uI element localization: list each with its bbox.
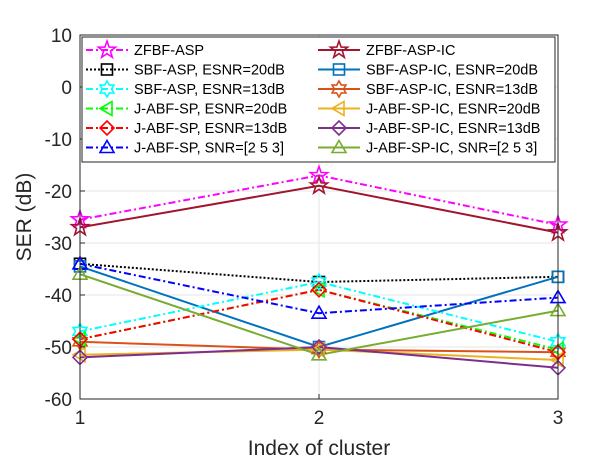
triangle-up-marker [310, 304, 328, 320]
diamond-marker [330, 119, 348, 137]
triangle-left-marker [549, 351, 564, 369]
triangle-left-marker [310, 281, 325, 299]
legend-entry-label: ZFBF-ASP [134, 43, 204, 59]
hexagram-marker [310, 339, 328, 360]
diamond-marker [310, 338, 328, 356]
y-axis-label: SER (dB) [13, 173, 36, 262]
triangle-up-marker [310, 346, 328, 361]
series-line [79, 262, 559, 315]
diamond-marker [310, 281, 328, 298]
y-tick-label: -40 [45, 286, 72, 307]
legend-entry-label: J-ABF-SP, ESNR=13dB [134, 121, 287, 137]
legend-entry-label: ZFBF-ASP-IC [366, 43, 455, 59]
legend-entry-label: SBF-ASP-IC, ESNR=13dB [366, 82, 538, 98]
triangle-up-marker [330, 138, 348, 154]
square-marker [100, 63, 114, 76]
triangle-left-marker [98, 100, 113, 117]
legend: ZFBF-ASP ZFBF-ASP-IC SBF-ASP, ESNR=20dB SBF… [81, 36, 556, 163]
hexagram-marker [310, 272, 328, 292]
y-tick-label: -50 [45, 338, 72, 359]
triangle-left-marker [330, 100, 345, 117]
diamond-marker [98, 119, 116, 137]
star-marker [308, 174, 330, 196]
legend-entry-label: J-ABF-SP-IC, SNR=[2 5 3] [366, 141, 537, 157]
legend-entry-label: SBF-ASP, ESNR=20dB [134, 63, 285, 79]
legend-entry-label: J-ABF-SP-IC, ESNR=20dB [366, 102, 540, 118]
legend-entry-label: SBF-ASP-IC, ESNR=20dB [366, 63, 538, 79]
x-tick-label: 1 [75, 408, 86, 429]
legend-box [81, 36, 556, 163]
legend-entry-label: J-ABF-SP-IC, ESNR=13dB [366, 121, 540, 137]
y-tick-label: 0 [61, 78, 72, 99]
x-axis-label: Index of cluster [248, 437, 390, 460]
triangle-left-marker [71, 330, 86, 348]
star-marker [328, 38, 350, 60]
hexagram-marker [98, 79, 116, 99]
tick-labels: 10 0 -10 -20 -30 -40 -50 -601 2 3 [45, 26, 564, 429]
y-tick-label: -20 [45, 182, 72, 203]
y-tick-label: -10 [45, 130, 72, 151]
x-tick-label: 2 [314, 408, 325, 429]
star-marker [96, 38, 118, 60]
hexagram-marker [330, 79, 348, 99]
legend-entry-label: J-ABF-SP, ESNR=20dB [134, 102, 287, 118]
square-marker [332, 63, 346, 76]
y-tick-label: 10 [51, 26, 72, 47]
x-tick-label: 3 [553, 408, 564, 429]
series-markers [69, 163, 569, 376]
y-tick-label: -60 [45, 390, 72, 411]
legend-entry-label: J-ABF-SP, SNR=[2 5 3] [134, 141, 284, 157]
triangle-up-marker [98, 138, 116, 154]
legend-entry-label: SBF-ASP, ESNR=13dB [134, 82, 285, 98]
series-line [79, 184, 559, 234]
y-tick-label: -30 [45, 234, 72, 255]
